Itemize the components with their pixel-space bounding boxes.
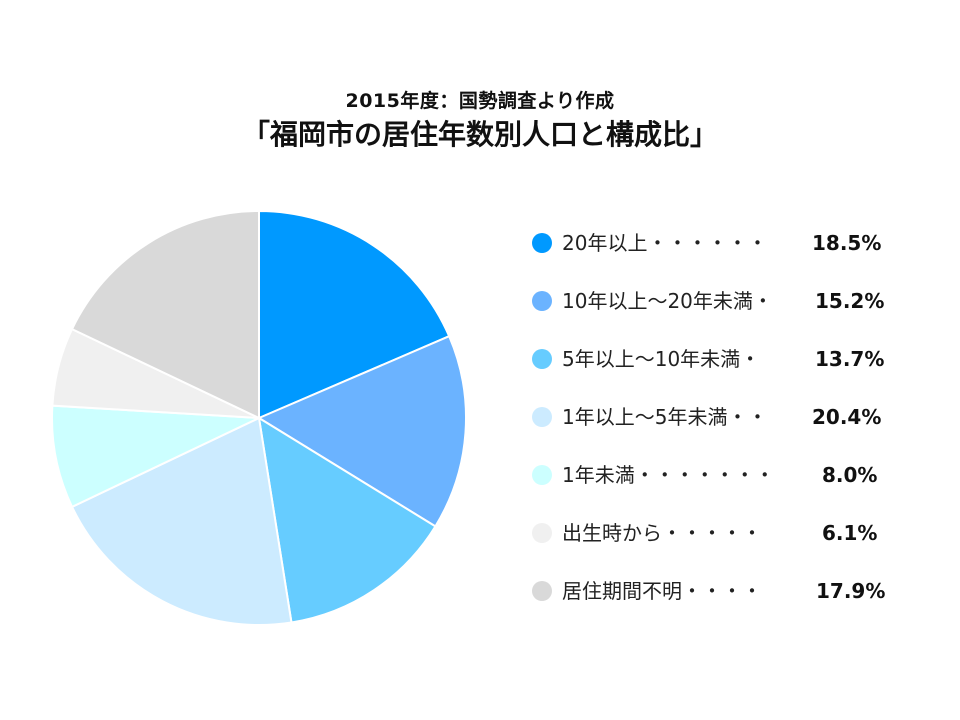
pie-slice-5 — [51, 404, 260, 509]
legend-value: 13.7% — [815, 347, 885, 371]
legend-label: 居住期間不明・・・・ — [562, 579, 762, 603]
legend: 20年以上・・・・・・ 18.5% 10年以上～20年未満・ 15.2% 5年以上～10… — [532, 227, 932, 633]
legend-value: 20.4% — [812, 405, 882, 429]
legend-value: 18.5% — [812, 231, 882, 255]
pie-slice-1 — [258, 209, 451, 420]
pie-slice-4 — [70, 416, 293, 626]
legend-item-1: 20年以上・・・・・・ 18.5% — [532, 227, 932, 285]
legend-dot-icon — [532, 407, 552, 427]
legend-value: 6.1% — [822, 521, 878, 545]
legend-dot-icon — [532, 233, 552, 253]
legend-value: 8.0% — [822, 463, 878, 487]
legend-dot-icon — [532, 465, 552, 485]
legend-label: 10年以上～20年未満・ — [562, 289, 773, 313]
legend-dot-icon — [532, 523, 552, 543]
legend-item-4: 1年以上～5年未満・・ 20.4% — [532, 401, 932, 459]
legend-item-6: 出生時から・・・・・ 6.1% — [532, 517, 932, 575]
legend-label: 1年以上～5年未満・・ — [562, 405, 768, 429]
chart-title: 「福岡市の居住年数別人口と構成比」 — [241, 118, 718, 151]
legend-item-3: 5年以上～10年未満・ 13.7% — [532, 343, 932, 401]
legend-label: 出生時から・・・・・ — [562, 521, 762, 545]
legend-label: 20年以上・・・・・・ — [562, 231, 768, 255]
legend-label: 1年未満・・・・・・・ — [562, 463, 775, 487]
legend-dot-icon — [532, 349, 552, 369]
legend-value: 17.9% — [816, 579, 886, 603]
legend-item-5: 1年未満・・・・・・・ 8.0% — [532, 459, 932, 517]
legend-label: 5年以上～10年未満・ — [562, 347, 761, 371]
pie-slice-3 — [257, 416, 437, 624]
legend-item-7: 居住期間不明・・・・ 17.9% — [532, 575, 932, 633]
pie-slice-2 — [256, 334, 467, 528]
legend-dot-icon — [532, 581, 552, 601]
pie-slice-7 — [70, 209, 260, 420]
legend-dot-icon — [532, 291, 552, 311]
chart-titles: 2015年度：国勢調査より作成 「福岡市の居住年数別人口と構成比」 — [0, 88, 960, 154]
chart-subtitle: 2015年度：国勢調査より作成 — [345, 90, 615, 112]
legend-value: 15.2% — [815, 289, 885, 313]
legend-item-2: 10年以上～20年未満・ 15.2% — [532, 285, 932, 343]
